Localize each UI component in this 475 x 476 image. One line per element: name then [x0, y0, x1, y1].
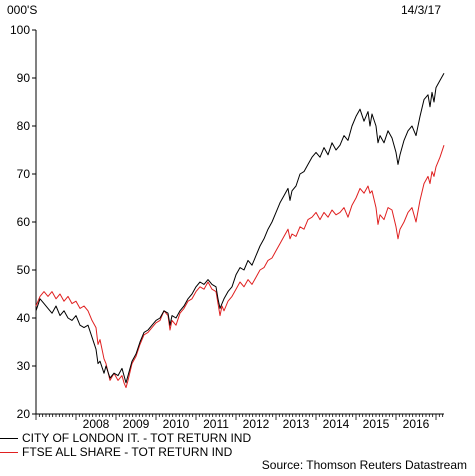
y-tick-label: 90	[17, 71, 31, 85]
x-tick-label: 2012	[243, 417, 270, 431]
x-tick-label: 2011	[203, 417, 229, 431]
y-axis: 20 30 40 50 60 70 80 90 100	[10, 23, 37, 421]
legend-swatch-red	[0, 452, 18, 454]
unit-label: 000'S	[7, 3, 37, 17]
x-axis: 2008 2009 2010 2011 2012 2013 2014 2015 2016	[35, 413, 444, 431]
y-tick-label: 50	[17, 263, 31, 277]
x-tick-label: 2013	[283, 417, 310, 431]
x-tick-label: 2014	[323, 417, 350, 431]
legend-item-ftse-all-share: FTSE ALL SHARE - TOT RETURN IND	[0, 445, 232, 459]
legend-label: FTSE ALL SHARE - TOT RETURN IND	[22, 445, 233, 459]
x-tick-label: 2008	[83, 417, 110, 431]
x-tick-label: 2016	[403, 417, 430, 431]
x-tick-label: 2015	[363, 417, 390, 431]
y-tick-label: 70	[17, 167, 31, 181]
y-tick-label: 20	[17, 407, 31, 421]
y-tick-label: 60	[17, 215, 31, 229]
plot-area	[35, 72, 445, 389]
x-tick-label: 2009	[123, 417, 150, 431]
y-tick-label: 40	[17, 311, 31, 325]
date-label: 14/3/17	[401, 3, 441, 17]
legend-swatch-black	[0, 438, 18, 440]
source-note: Source: Thomson Reuters Datastream	[261, 458, 467, 472]
legend-label: CITY OF LONDON IT. - TOT RETURN IND	[22, 431, 252, 445]
series-line-ftse-all-share	[35, 145, 445, 389]
x-tick-label: 2010	[163, 417, 190, 431]
y-tick-label: 30	[17, 359, 31, 373]
y-tick-label: 80	[17, 119, 31, 133]
legend-item-city-of-london: CITY OF LONDON IT. - TOT RETURN IND	[0, 431, 251, 445]
series-line-city-of-london	[35, 72, 445, 384]
y-tick-label: 100	[10, 23, 30, 37]
